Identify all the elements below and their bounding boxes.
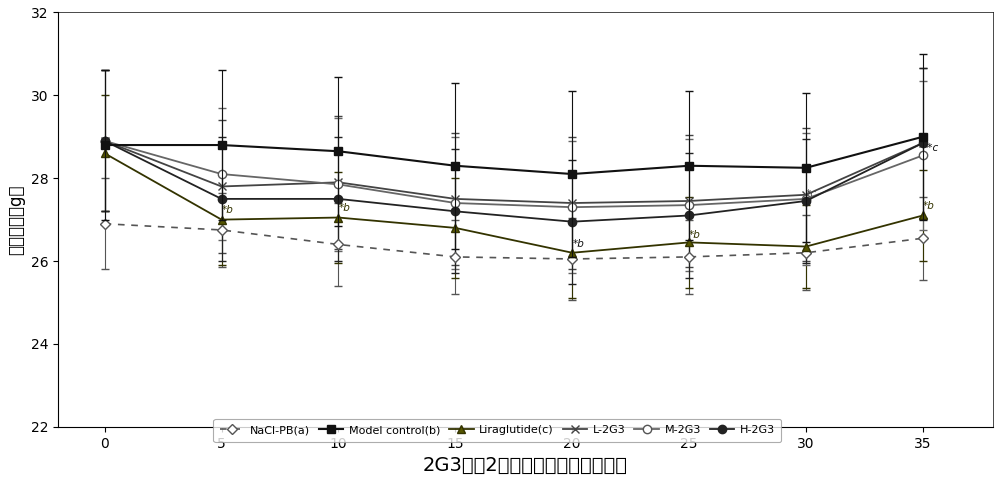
Text: *b: *b: [923, 201, 935, 211]
Text: *b: *b: [689, 230, 701, 241]
Y-axis label: 体重变化（g）: 体重变化（g）: [7, 184, 25, 255]
Text: *b: *b: [572, 239, 584, 249]
Text: *c: *c: [806, 189, 817, 199]
Legend: NaCl-PB(a), Model control(b), Liraglutide(c), L-2G3, M-2G3, H-2G3: NaCl-PB(a), Model control(b), Liraglutid…: [213, 418, 781, 442]
Text: *b: *b: [338, 203, 350, 214]
Text: *b: *b: [222, 205, 233, 215]
X-axis label: 2G3治疗2型糖尿病模型时间（天）: 2G3治疗2型糖尿病模型时间（天）: [423, 456, 628, 475]
Text: **c: **c: [923, 143, 939, 153]
